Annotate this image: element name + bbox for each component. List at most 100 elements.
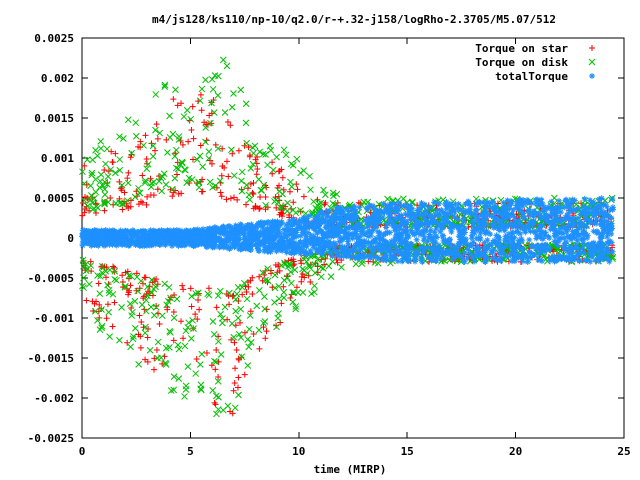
total-torque-point [445, 210, 452, 217]
total-torque-point [543, 217, 550, 224]
total-torque-point [567, 244, 574, 251]
disk-torque-point [243, 139, 250, 147]
star-torque-point [127, 282, 134, 289]
total-torque-point [492, 210, 499, 217]
total-torque-point [431, 252, 438, 259]
total-torque-point [370, 245, 377, 252]
total-torque-point [197, 238, 204, 245]
total-torque-point [418, 255, 425, 262]
disk-torque-point [109, 290, 117, 298]
total-torque-point [393, 231, 400, 238]
disk-torque-point [206, 178, 214, 186]
star-torque-point [141, 274, 148, 281]
chart-title: m4/js128/ks110/np-10/q2.0/r-+.32-j158/lo… [152, 13, 556, 26]
disk-torque-point [94, 204, 102, 212]
disk-torque-point [210, 330, 218, 338]
total-torque-point [468, 211, 475, 218]
legend-label: totalTorque [495, 70, 568, 83]
disk-torque-point [182, 166, 189, 174]
disk-torque-point [161, 280, 169, 288]
total-torque-point [337, 214, 344, 221]
star-torque-point [227, 195, 234, 202]
disk-torque-point [116, 166, 124, 174]
total-torque-point [598, 218, 605, 225]
total-torque-point [225, 223, 232, 230]
total-torque-point [416, 206, 423, 213]
total-torque-point [356, 255, 363, 262]
star-torque-point [213, 347, 220, 354]
total-torque-point [477, 212, 484, 219]
total-torque-point [593, 220, 600, 227]
star-torque-point [153, 121, 160, 128]
total-torque-point [336, 228, 343, 235]
total-torque-point [504, 210, 511, 217]
total-torque-point [555, 238, 562, 245]
star-torque-point [226, 301, 233, 308]
total-torque-point [404, 249, 411, 256]
total-torque-point [246, 233, 253, 240]
total-torque-point [269, 227, 276, 234]
total-torque-point [493, 255, 500, 262]
total-torque-point [539, 222, 546, 229]
disk-torque-point [166, 112, 173, 120]
disk-torque-point [250, 149, 257, 157]
star-torque-point [235, 356, 242, 363]
total-torque-point [492, 205, 499, 212]
star-torque-point [133, 270, 140, 277]
disk-torque-point [319, 254, 327, 262]
disk-torque-point [260, 319, 267, 327]
y-tick-label: -0.0005 [28, 272, 74, 285]
total-torque-point [604, 249, 611, 256]
total-torque-point [349, 216, 356, 223]
total-torque-point [507, 252, 514, 259]
total-torque-point [390, 223, 397, 230]
disk-torque-point [79, 282, 86, 290]
total-torque-point [148, 239, 155, 246]
total-torque-point [297, 246, 304, 253]
total-torque-point [407, 202, 414, 209]
total-torque-point [230, 239, 237, 246]
total-torque-point [279, 247, 286, 254]
total-torque-point [604, 218, 611, 225]
total-torque-point [290, 246, 297, 253]
star-torque-point [125, 291, 132, 298]
total-torque-point [588, 200, 595, 207]
total-torque-point [402, 211, 409, 218]
total-torque-point [609, 248, 616, 255]
total-torque-point [540, 208, 547, 215]
total-torque-point [223, 236, 230, 243]
disk-torque-point [305, 262, 313, 269]
total-torque-point [96, 228, 103, 235]
total-torque-point [591, 242, 598, 249]
disk-torque-point [88, 169, 96, 177]
total-torque-point [414, 251, 421, 258]
total-torque-point [420, 212, 427, 219]
total-torque-point [383, 246, 390, 253]
total-torque-point [457, 241, 464, 248]
total-torque-point [419, 202, 426, 209]
star-torque-point [253, 160, 260, 167]
disk-torque-point [311, 282, 318, 290]
total-torque-point [255, 221, 262, 228]
disk-torque-point [161, 83, 169, 90]
total-torque-point [567, 233, 574, 240]
star-torque-point [116, 178, 123, 185]
total-torque-point [398, 212, 405, 219]
total-torque-point [521, 227, 528, 234]
total-torque-point [538, 228, 545, 235]
total-torque-point [447, 209, 454, 216]
total-torque-point [433, 225, 440, 232]
total-torque-point [465, 198, 472, 205]
disk-torque-point [211, 72, 219, 79]
total-torque-point [509, 230, 516, 237]
star-torque-point [218, 172, 225, 179]
disk-torque-point [88, 171, 96, 179]
disk-torque-point [213, 410, 220, 418]
disk-torque-point [275, 282, 283, 290]
disk-torque-point [284, 274, 291, 282]
total-torque-point [119, 241, 126, 248]
total-torque-point [511, 214, 518, 221]
star-torque-point [262, 335, 269, 342]
disk-torque-point [238, 168, 246, 176]
disk-torque-point [262, 201, 270, 209]
